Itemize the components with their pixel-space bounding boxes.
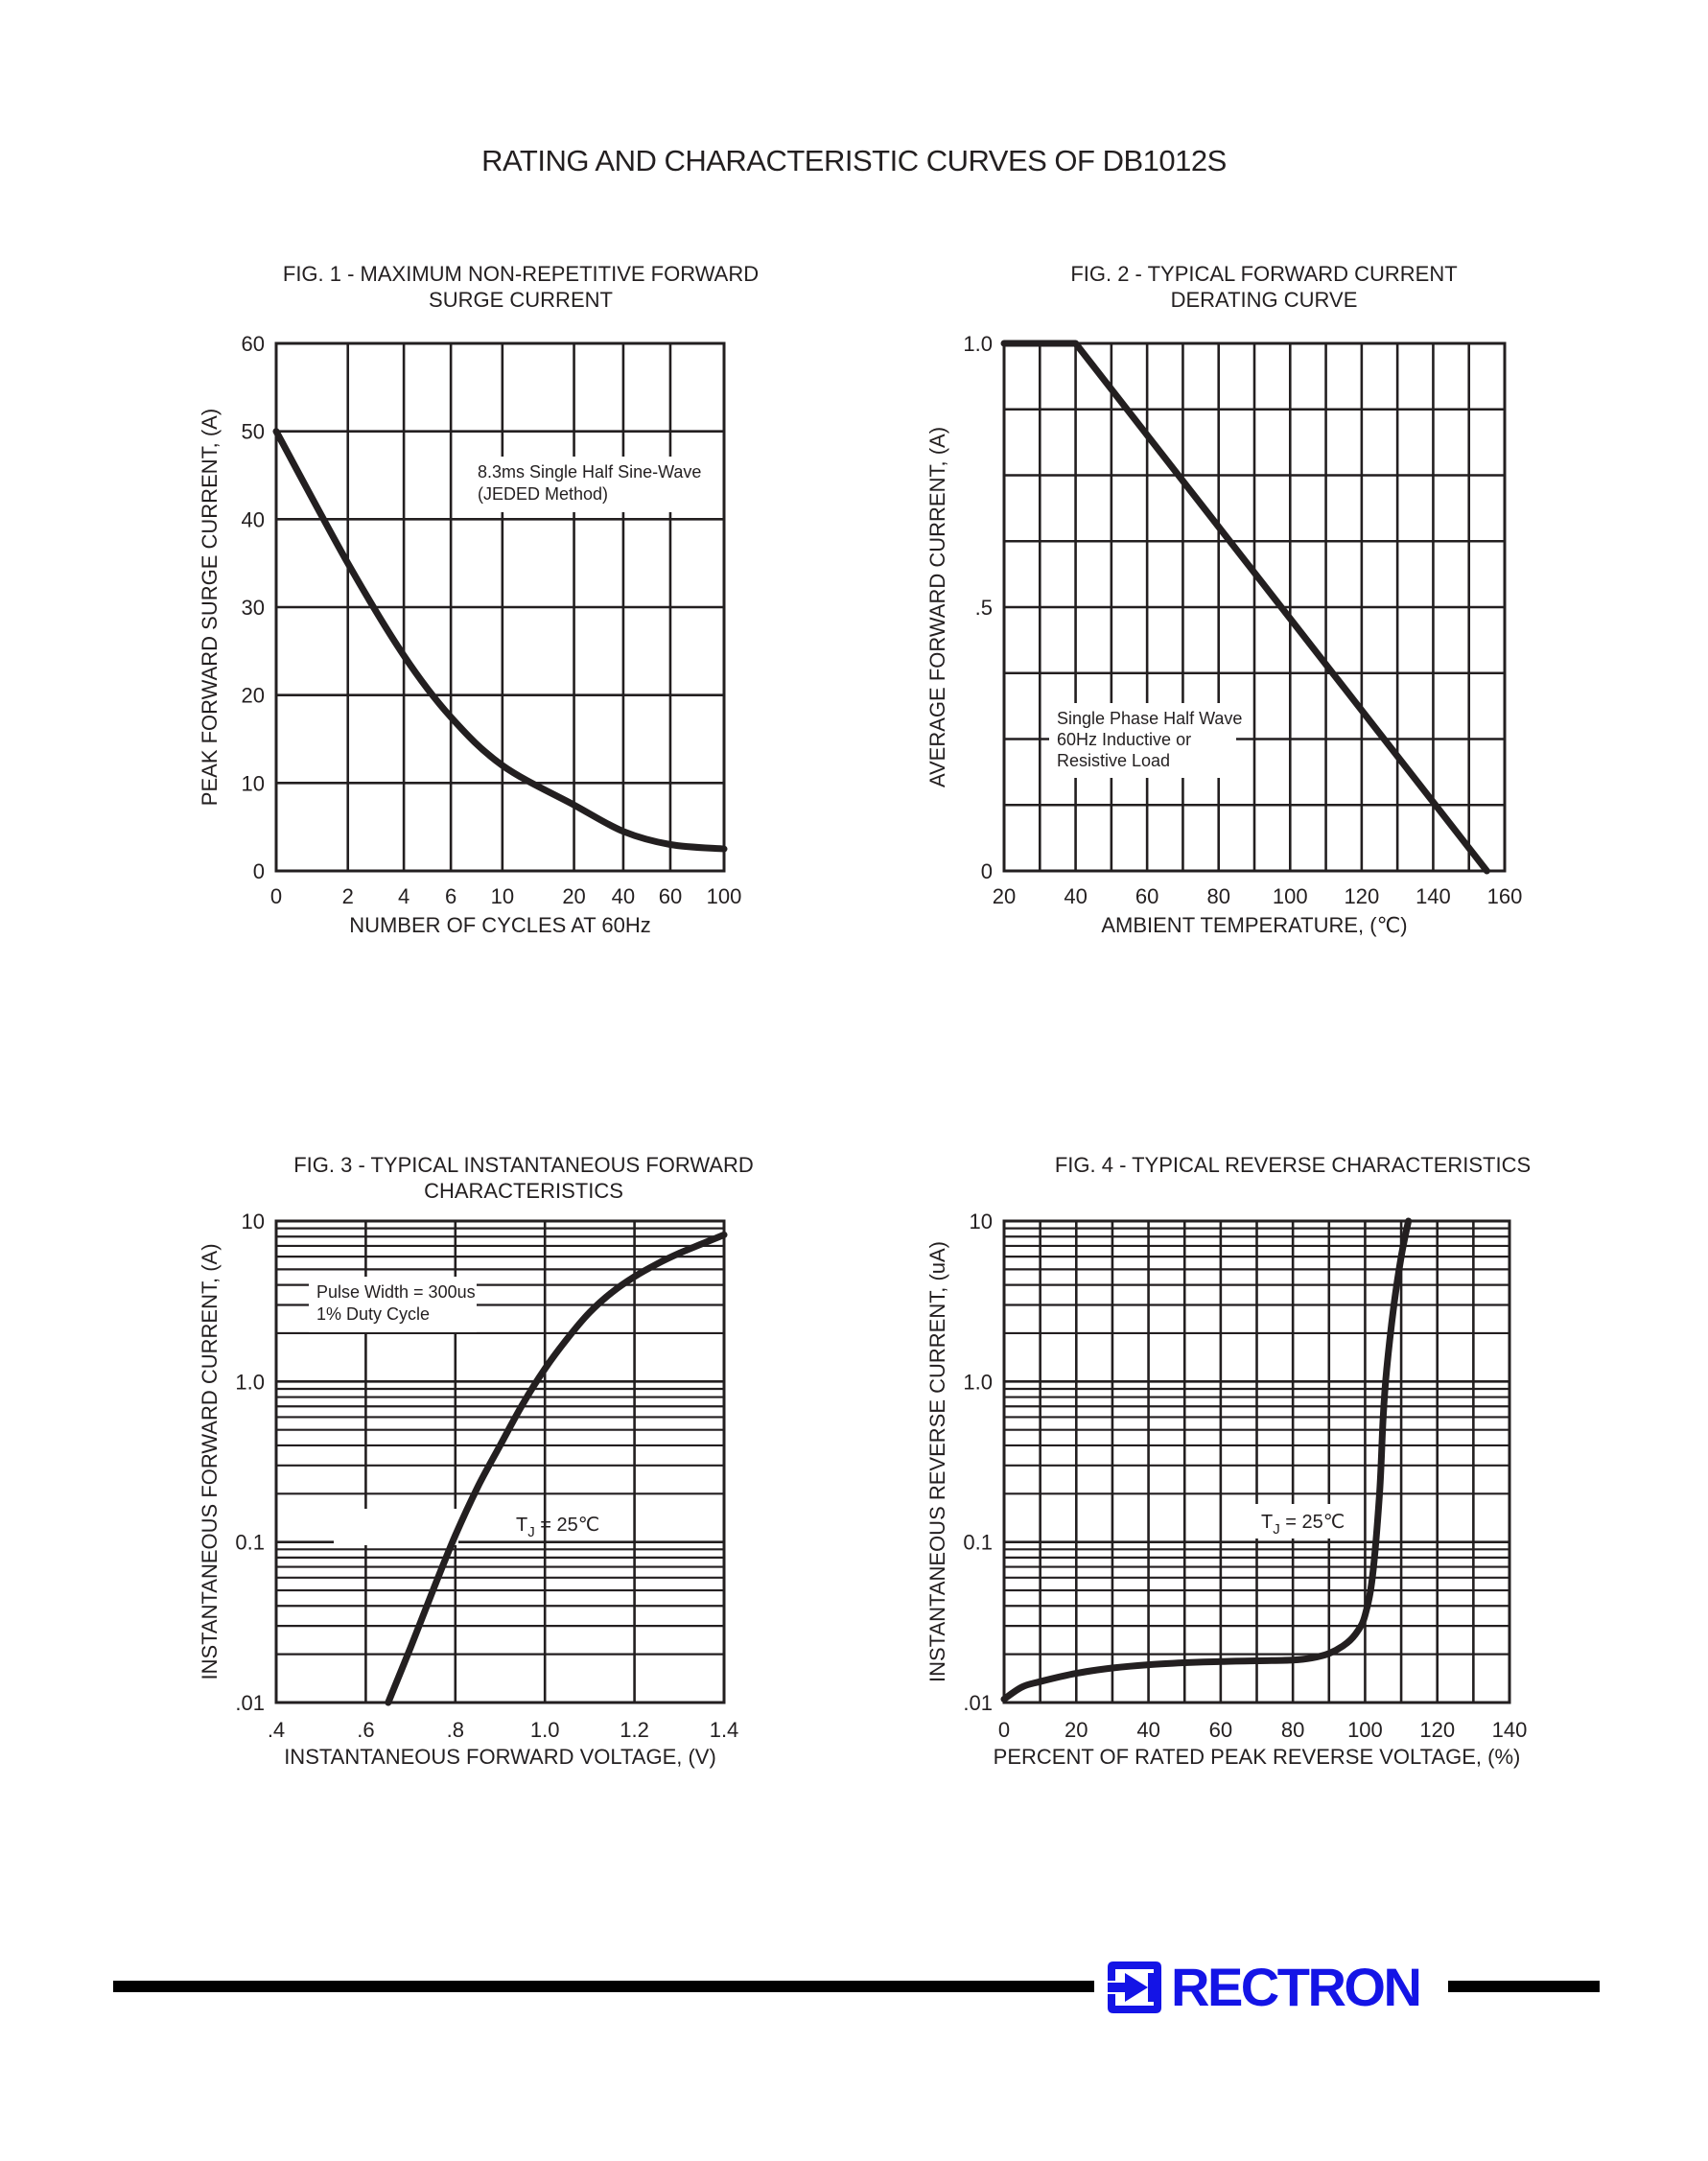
- x-tick-label: 1.2: [620, 1718, 649, 1742]
- x-tick-label: 20: [562, 884, 585, 908]
- chart-title: FIG. 4 - TYPICAL REVERSE CHARACTERISTICS: [1055, 1153, 1531, 1177]
- x-tick-label: 80: [1206, 884, 1229, 908]
- x-tick-label: 0: [270, 884, 282, 908]
- y-tick-label: 10: [242, 1210, 265, 1233]
- x-tick-label: 20: [993, 884, 1016, 908]
- y-tick-label: .01: [235, 1691, 265, 1715]
- x-tick-label: 120: [1419, 1718, 1455, 1742]
- x-axis-label: AMBIENT TEMPERATURE, (℃): [1101, 913, 1407, 937]
- x-tick-label: 100: [1347, 1718, 1383, 1742]
- plot-frame: [1002, 341, 1507, 873]
- y-tick-label: 0.1: [963, 1531, 993, 1555]
- y-axis-label: PEAK FORWARD SURGE CURRENT, (A): [198, 409, 222, 806]
- annotation-box: [470, 457, 719, 512]
- x-tick-label: 40: [1064, 884, 1087, 908]
- y-tick-label: 10: [242, 771, 265, 795]
- y-tick-label: 50: [242, 420, 265, 444]
- y-tick-label: 0.1: [235, 1531, 265, 1555]
- chart-title: FIG. 1 - MAXIMUM NON-REPETITIVE FORWARD: [283, 262, 759, 286]
- annotation-box: [334, 1509, 458, 1545]
- y-axis-label: INSTANTANEOUS REVERSE CURRENT, (uA): [925, 1241, 949, 1682]
- footer-rule-right: [1448, 1981, 1600, 1992]
- y-tick-label: 1.0: [963, 332, 993, 356]
- annotation-box: [309, 1277, 477, 1332]
- footer-rule-left: [113, 1981, 1094, 1992]
- data-line: [272, 428, 728, 853]
- x-tick-label: 10: [491, 884, 514, 908]
- y-tick-label: 1.0: [963, 1370, 993, 1394]
- x-tick-label: 80: [1281, 1718, 1304, 1742]
- page-title: RATING AND CHARACTERISTIC CURVES OF DB10…: [481, 144, 1227, 177]
- x-tick-label: 1.4: [710, 1718, 739, 1742]
- x-tick-label: 0: [998, 1718, 1010, 1742]
- y-tick-label: 30: [242, 596, 265, 620]
- x-tick-label: 6: [445, 884, 456, 908]
- chart-title: FIG. 3 - TYPICAL INSTANTANEOUS FORWARD: [293, 1153, 754, 1177]
- x-tick-label: .8: [447, 1718, 464, 1742]
- x-tick-label: 140: [1416, 884, 1451, 908]
- condition-label: TJ = 25℃: [1261, 1512, 1345, 1538]
- x-axis-label: INSTANTANEOUS FORWARD VOLTAGE, (V): [284, 1745, 716, 1769]
- chart-fig3: .4 .6 .8 1.0 1.2 1.4 .01 0.1 1.0 10 FIG. 3 - TYPIC…: [198, 1153, 754, 1769]
- x-tick-label: 20: [1065, 1718, 1088, 1742]
- x-tick-label: .6: [357, 1718, 374, 1742]
- data-line: [385, 1231, 728, 1706]
- y-tick-label: 40: [242, 507, 265, 531]
- chart-title: CHARACTERISTICS: [424, 1179, 623, 1203]
- y-tick-label: 0: [253, 859, 265, 883]
- x-tick-label: 160: [1487, 884, 1523, 908]
- annotation-text: Pulse Width = 300us: [316, 1282, 476, 1302]
- x-tick-label: 2: [342, 884, 354, 908]
- x-tick-label: 100: [1273, 884, 1308, 908]
- y-tick-label: 60: [242, 332, 265, 356]
- plot-frame: [1002, 1219, 1511, 1704]
- x-tick-label: 40: [612, 884, 635, 908]
- x-axis-label: PERCENT OF RATED PEAK REVERSE VOLTAGE, (…: [994, 1745, 1521, 1769]
- annotation-text: 1% Duty Cycle: [316, 1304, 430, 1324]
- x-tick-label: 40: [1136, 1718, 1159, 1742]
- y-tick-label: 20: [242, 684, 265, 708]
- plot-frame: [274, 1219, 726, 1704]
- annotation-box: [1249, 1504, 1364, 1539]
- annotation-text: Single Phase Half Wave: [1057, 709, 1242, 728]
- chart-title: SURGE CURRENT: [429, 288, 613, 312]
- x-tick-label: 4: [398, 884, 409, 908]
- x-tick-label: .4: [268, 1718, 285, 1742]
- x-axis-label: NUMBER OF CYCLES AT 60Hz: [349, 913, 651, 937]
- rectron-logo-icon: [1108, 1961, 1161, 2013]
- chart-title: FIG. 2 - TYPICAL FORWARD CURRENT: [1070, 262, 1457, 286]
- data-line: [1000, 1217, 1413, 1703]
- y-axis-label: AVERAGE FORWARD CURRENT, (A): [925, 427, 949, 787]
- annotation-text: 60Hz Inductive or: [1057, 730, 1191, 749]
- chart-fig1: 0 2 4 6 10 20 40 60 100 0 10 20 30 40 50 60 FIG. 1 - MAX…: [198, 262, 759, 937]
- brand-logo: RECTRON: [1100, 1954, 1445, 2021]
- condition-label: TJ = 25℃: [516, 1515, 599, 1540]
- x-tick-label: 100: [707, 884, 742, 908]
- chart-fig4: 0 20 40 60 80 100 120 140 .01 0.1 1.0 10 FIG. 4 - TY…: [925, 1153, 1531, 1769]
- annotation-text: Resistive Load: [1057, 751, 1170, 770]
- y-tick-label: .01: [963, 1691, 993, 1715]
- plot-frame: [274, 341, 726, 873]
- y-tick-label: 1.0: [235, 1370, 265, 1394]
- data-line: [1000, 340, 1490, 875]
- y-tick-label: .5: [975, 596, 993, 620]
- x-tick-label: 120: [1344, 884, 1379, 908]
- y-axis-label: INSTANTANEOUS FORWARD CURRENT, (A): [198, 1243, 222, 1679]
- chart-fig2: 20 40 60 80 100 120 140 160 0 .5 1.0 FIG. 2 - TYPIC…: [925, 262, 1522, 937]
- annotation-text: (JEDED Method): [478, 484, 608, 504]
- x-tick-label: 140: [1492, 1718, 1528, 1742]
- x-tick-label: 1.0: [530, 1718, 560, 1742]
- x-tick-label: 60: [1209, 1718, 1232, 1742]
- y-tick-label: 10: [970, 1210, 993, 1233]
- brand-name: RECTRON: [1171, 1957, 1422, 2017]
- annotation-box: [1049, 703, 1236, 778]
- x-tick-label: 60: [1135, 884, 1158, 908]
- y-tick-label: 0: [981, 859, 993, 883]
- annotation-text: 8.3ms Single Half Sine-Wave: [478, 462, 701, 482]
- chart-title: DERATING CURVE: [1171, 288, 1358, 312]
- x-tick-label: 60: [659, 884, 682, 908]
